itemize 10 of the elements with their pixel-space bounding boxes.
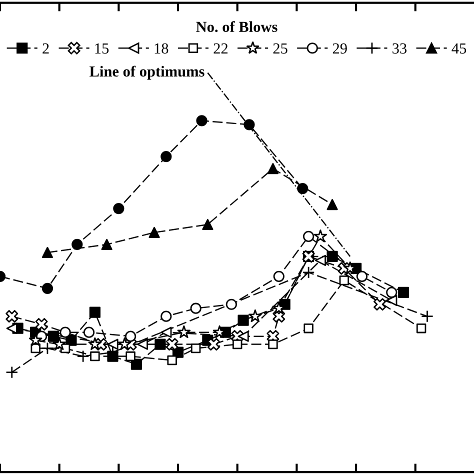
legend-label: 29: [332, 43, 347, 54]
legend-label: 15: [95, 43, 109, 54]
legend-label: 25: [273, 43, 288, 54]
legend-label: 33: [392, 43, 407, 54]
legend-label: 18: [154, 43, 168, 54]
legend-title: No. of Blows: [196, 21, 278, 32]
legend-label: 45: [452, 43, 466, 54]
legend-label: 22: [214, 43, 228, 54]
series-label: Line of optimums: [90, 66, 204, 80]
legend-label: 2: [42, 43, 49, 54]
